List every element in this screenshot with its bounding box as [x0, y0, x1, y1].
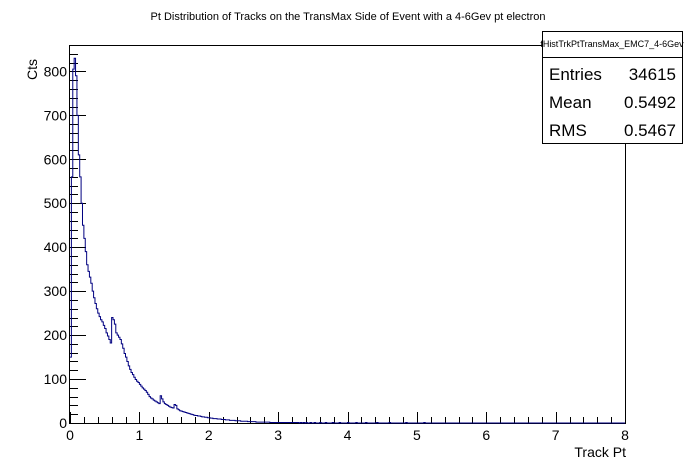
x-tick-labels: 0 1 2 3 4 5 6 7 8: [66, 427, 629, 443]
stats-mean-value: 0.5492: [624, 93, 676, 112]
y-tick-label: 700: [44, 107, 68, 123]
x-tick-label: 8: [621, 427, 629, 443]
x-tick-label: 4: [344, 427, 352, 443]
y-tick-label: 800: [44, 63, 68, 79]
stats-box-name: fHistTrkPtTransMax_EMC7_4-6Gev: [540, 39, 684, 49]
y-tick-label: 400: [44, 239, 68, 255]
x-tick-label: 7: [552, 427, 560, 443]
y-tick-label: 100: [44, 371, 68, 387]
stats-entries-key: Entries: [549, 65, 602, 84]
chart-title: Pt Distribution of Tracks on the TransMa…: [151, 11, 546, 23]
y-tick-label: 300: [44, 283, 68, 299]
x-tick-label: 0: [66, 427, 74, 443]
x-tick-label: 5: [413, 427, 421, 443]
y-axis-label: Cts: [24, 59, 40, 80]
axis-ticks: [70, 45, 626, 424]
stats-box: fHistTrkPtTransMax_EMC7_4-6Gev Entries 3…: [540, 31, 684, 144]
stats-rms-key: RMS: [549, 121, 587, 140]
histogram-line: [70, 57, 625, 424]
y-tick-labels: 0 100 200 300 400 500 600 700 800: [44, 63, 68, 431]
y-tick-label: 200: [44, 327, 68, 343]
y-tick-label: 500: [44, 195, 68, 211]
x-tick-label: 6: [482, 427, 490, 443]
stats-rms-value: 0.5467: [624, 121, 676, 140]
stats-mean-key: Mean: [549, 93, 592, 112]
y-tick-label: 600: [44, 151, 68, 167]
x-tick-label: 3: [274, 427, 282, 443]
x-axis-label: Track Pt: [574, 444, 626, 460]
x-tick-label: 1: [135, 427, 143, 443]
stats-entries-value: 34615: [629, 65, 676, 84]
y-tick-label: 0: [59, 415, 67, 431]
x-tick-label: 2: [205, 427, 213, 443]
